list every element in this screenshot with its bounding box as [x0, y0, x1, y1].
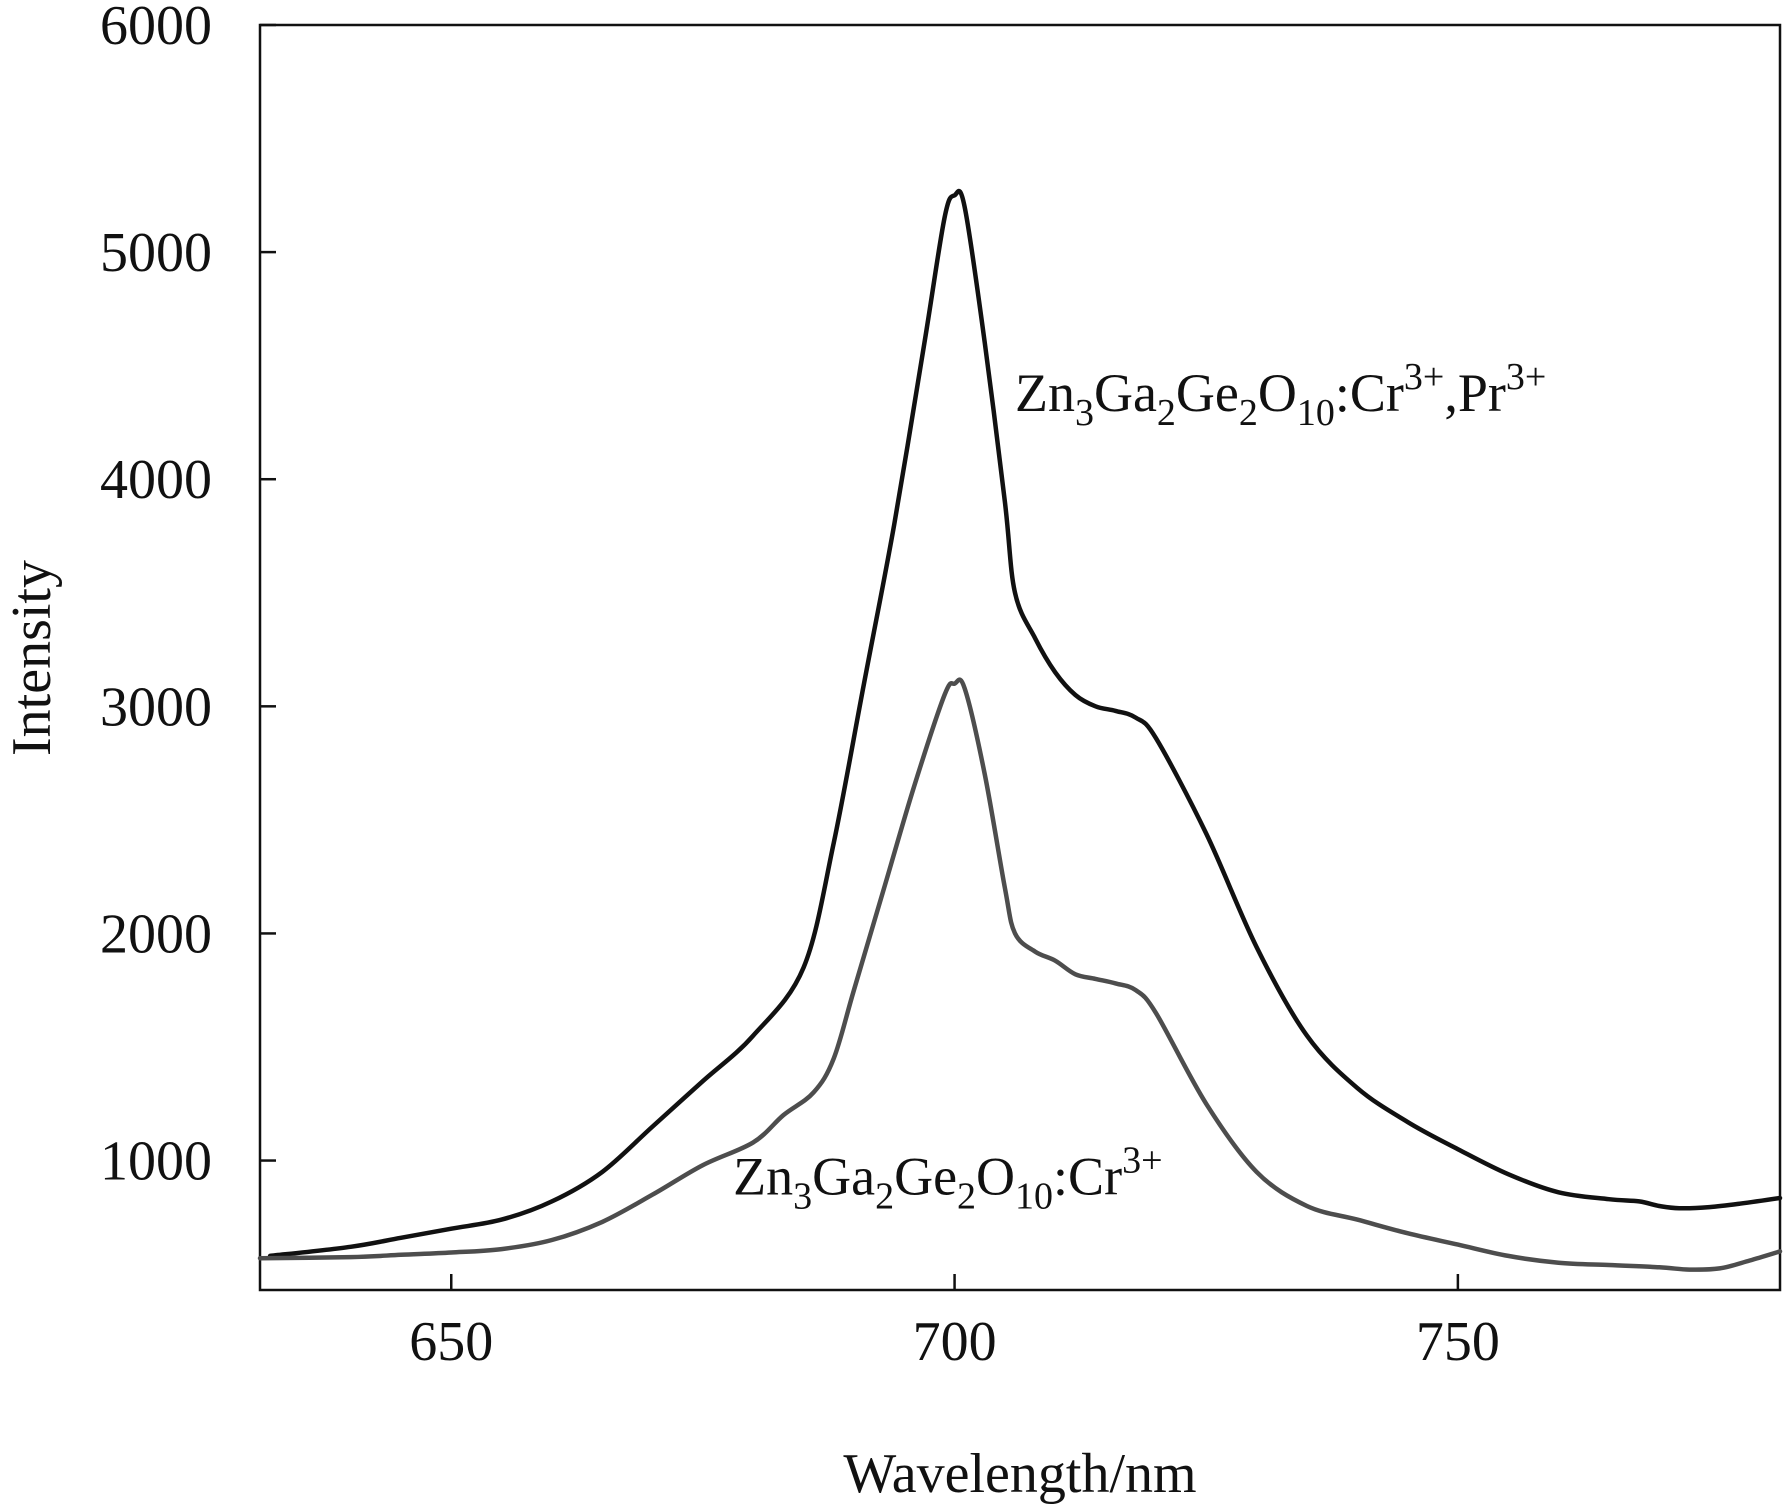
- x-tick-label: 650: [409, 1311, 493, 1373]
- series-line-cr-pr: [267, 188, 1783, 1259]
- y-tick-label: 6000: [100, 0, 212, 57]
- x-tick-label: 750: [1416, 1311, 1500, 1373]
- y-tick-label: 1000: [100, 1131, 212, 1193]
- x-tick-label: 700: [913, 1311, 997, 1373]
- y-tick-label: 4000: [100, 449, 212, 511]
- plot-frame: [258, 23, 1782, 1292]
- x-axis-title: Wavelength/nm: [843, 1443, 1196, 1505]
- series-layer: [257, 188, 1783, 1272]
- series-line-cr: [257, 677, 1783, 1272]
- series-label-cr: Zn3Ga2Ge2O10:Cr3+: [733, 1140, 1162, 1218]
- y-tick-label: 5000: [100, 222, 212, 284]
- y-axis-title: Intensity: [1, 560, 63, 756]
- labels-layer: Zn3Ga2Ge2O10:Cr3+,Pr3+ Zn3Ga2Ge2O10:Cr3+: [733, 356, 1546, 1218]
- y-tick-label: 2000: [100, 903, 212, 965]
- series-label-cr-pr: Zn3Ga2Ge2O10:Cr3+,Pr3+: [1015, 356, 1546, 434]
- ticks-layer: 650 700 750 1000 2000 3000 4000 5000 6000: [100, 0, 1500, 1373]
- y-tick-label: 3000: [100, 676, 212, 738]
